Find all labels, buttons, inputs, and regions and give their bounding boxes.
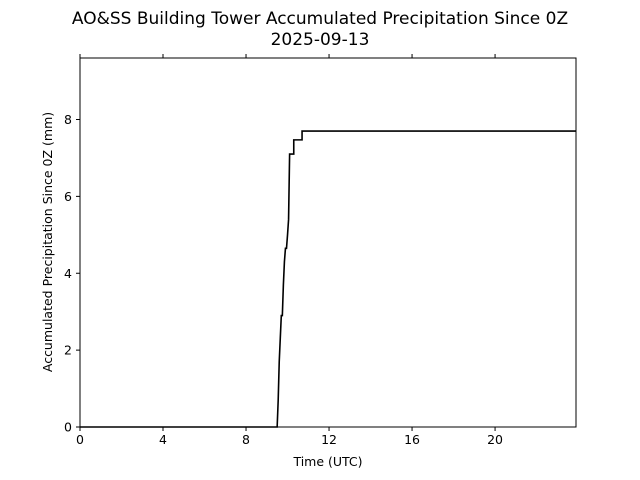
chart-title: AO&SS Building Tower Accumulated Precipi… (72, 9, 568, 29)
x-tick-label: 8 (242, 432, 250, 447)
x-axis-label: Time (UTC) (292, 454, 362, 469)
chart-subtitle: 2025-09-13 (271, 30, 370, 50)
y-tick-label: 0 (64, 420, 72, 435)
x-tick-label: 12 (321, 432, 337, 447)
data-line (80, 130, 576, 428)
y-tick-label: 8 (64, 112, 72, 127)
x-tick-label: 16 (404, 432, 420, 447)
x-tick-label: 20 (487, 432, 503, 447)
y-axis-label: Accumulated Precipitation Since 0Z (mm) (40, 112, 55, 372)
x-tick-label: 0 (76, 432, 84, 447)
plot-frame (79, 57, 577, 428)
x-tick-label: 4 (159, 432, 167, 447)
y-tick-label: 4 (64, 266, 72, 281)
y-tick-label: 2 (64, 343, 72, 358)
y-tick-label: 6 (64, 189, 72, 204)
